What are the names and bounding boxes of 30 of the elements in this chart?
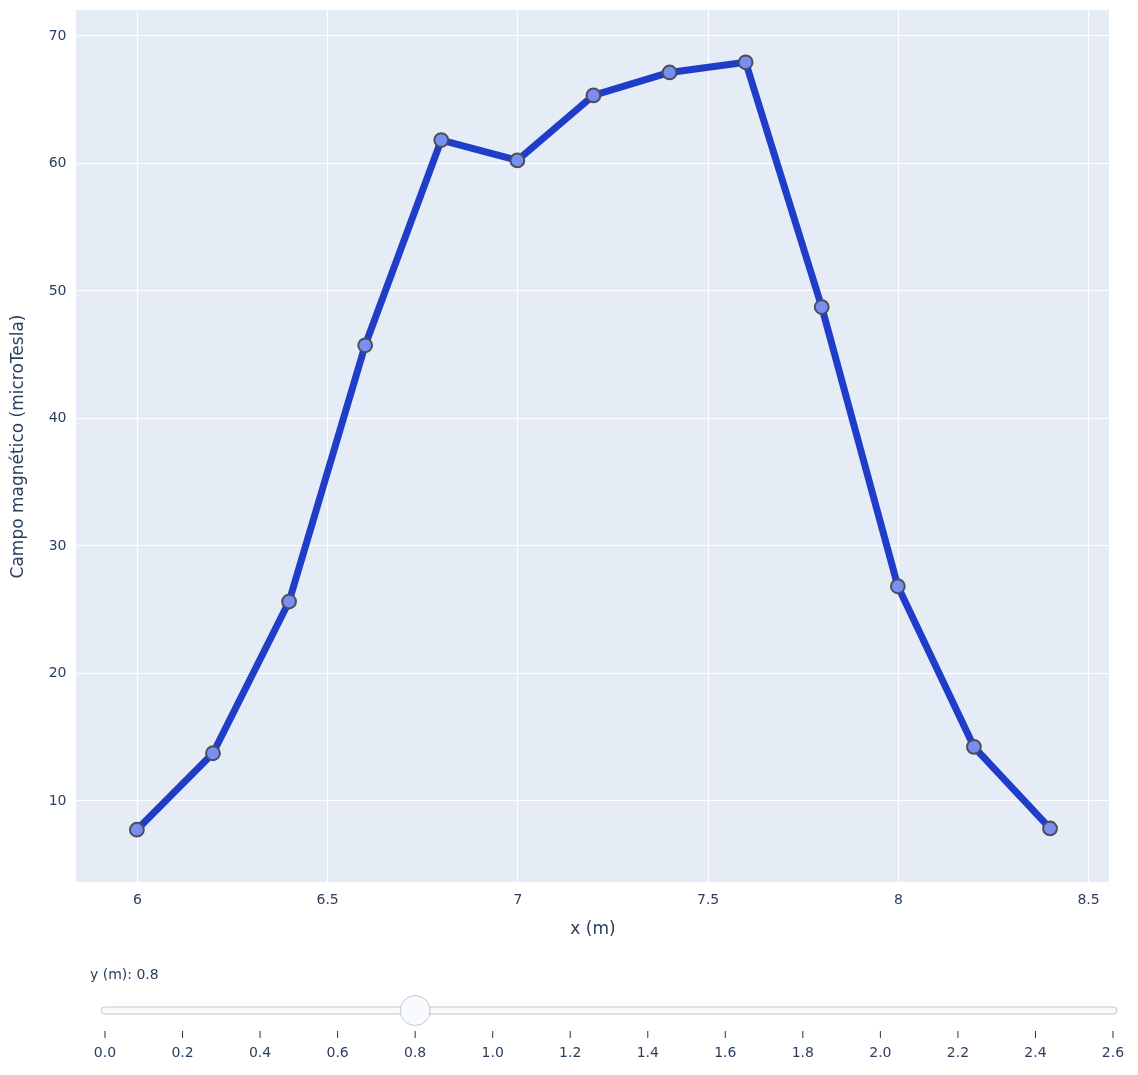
text: y (m): 0.8 [90,966,159,982]
y-tick-label: 60 [48,154,67,171]
text: 0.4 [248,1044,272,1060]
y-tick-label: 20 [48,664,67,681]
x-tick-label: 6 [132,890,142,907]
text: 0.6 [326,1044,349,1060]
y-axis-title: Campo magnético (microTesla) [6,314,27,579]
x-tick-label: 7 [513,890,523,907]
text: 1.8 [791,1044,814,1060]
x-tick-label: 6.5 [316,890,339,907]
text: 2.4 [1024,1044,1047,1060]
x-axis-title: x (m) [570,917,616,938]
y-tick-label: 50 [48,281,67,298]
text: 0.2 [171,1044,194,1060]
text: 1.2 [559,1044,582,1060]
text: 1.0 [481,1044,504,1060]
text: 0.8 [404,1044,427,1060]
text: 1.4 [636,1044,659,1060]
x-tick-label: 7.5 [696,890,720,907]
text: 2.6 [1101,1044,1125,1060]
y-tick-label: 70 [48,27,67,43]
y-tick-label: 10 [48,791,67,808]
text: 1.6 [714,1044,737,1060]
x-tick-label: 8 [893,890,903,907]
y-tick-label: 30 [48,536,67,553]
text: 2.0 [869,1044,892,1060]
y-tick-label: 40 [48,409,67,426]
text: 0.0 [93,1044,117,1060]
text: 2.2 [946,1044,970,1060]
x-tick-label: 8.5 [1077,890,1100,907]
